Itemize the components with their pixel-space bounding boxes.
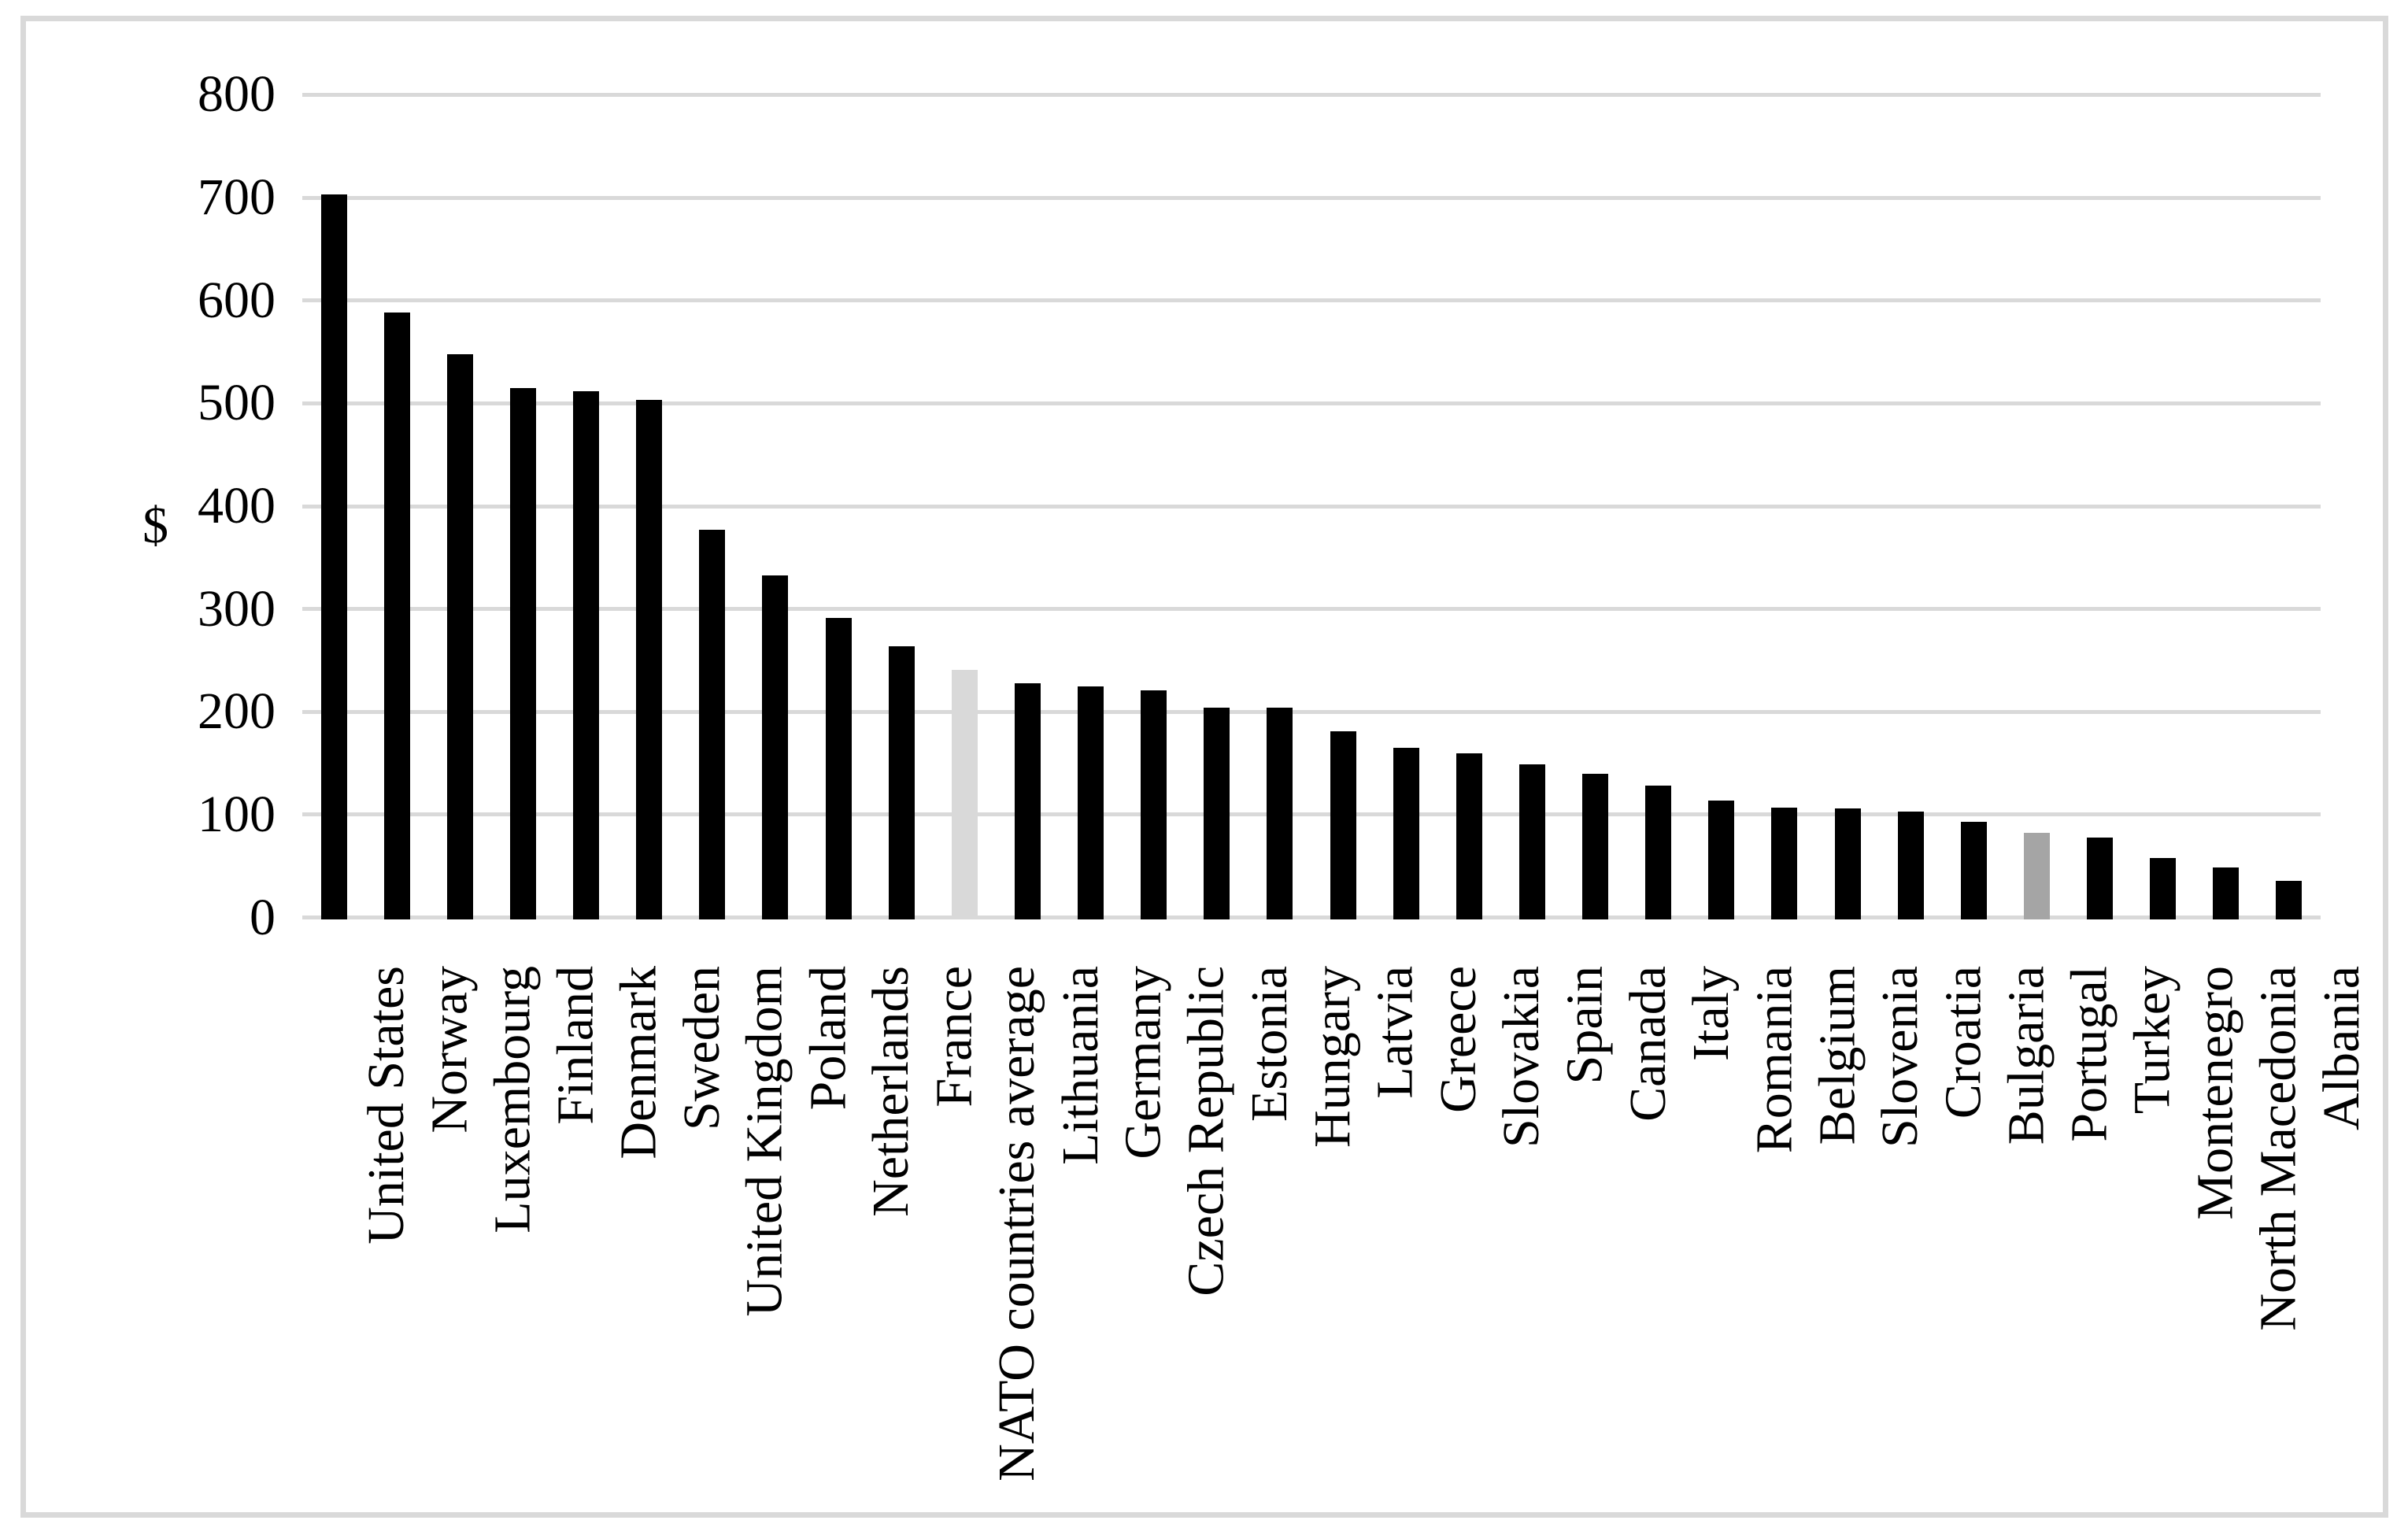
x-label-belgium: Belgium: [1807, 966, 1866, 1145]
bar-portugal: [2023, 833, 2050, 919]
y-tick-label-500: 500: [198, 374, 276, 432]
bar-croatia: [1897, 812, 1924, 919]
x-label-slovakia: Slovakia: [1493, 966, 1551, 1148]
x-label-bulgaria: Bulgaria: [1997, 966, 2055, 1145]
x-label-turkey: Turkey: [2123, 966, 2181, 1115]
x-label-montenegro: Montenegro: [2186, 966, 2244, 1220]
x-label-estonia: Estonia: [1240, 966, 1298, 1122]
x-label-croatia: Croatia: [1934, 966, 1992, 1119]
bar-montenegro: [2150, 857, 2177, 919]
x-label-finland: Finland: [546, 966, 605, 1125]
y-tick-label-700: 700: [198, 168, 276, 227]
bar-netherlands: [825, 618, 852, 919]
gridline-0: [302, 915, 2321, 920]
x-label-slovenia: Slovenia: [1871, 966, 1929, 1148]
bar-luxembourg: [446, 353, 473, 919]
bar-france: [888, 645, 915, 919]
gridline-800: [302, 92, 2321, 97]
bar-germany: [1078, 686, 1104, 919]
bar-spain: [1518, 764, 1545, 919]
bar-united-states: [320, 194, 347, 919]
x-label-portugal: Portugal: [2060, 966, 2118, 1142]
x-label-spain: Spain: [1555, 966, 1614, 1085]
x-label-canada: Canada: [1618, 966, 1677, 1122]
x-label-united-kingdom: United Kingdom: [735, 966, 793, 1317]
x-label-luxembourg: Luxembourg: [483, 966, 542, 1234]
x-label-latvia: Latvia: [1367, 966, 1425, 1099]
bar-estonia: [1204, 708, 1230, 919]
x-label-sweden: Sweden: [672, 966, 731, 1130]
y-tick-label-200: 200: [198, 682, 276, 741]
gridline-500: [302, 401, 2321, 405]
gridline-400: [302, 504, 2321, 509]
x-label-albania: Albania: [2312, 966, 2370, 1130]
bar-slovakia: [1456, 753, 1482, 919]
gridline-700: [302, 195, 2321, 200]
x-label-poland: Poland: [798, 966, 856, 1111]
bar-sweden: [636, 400, 663, 919]
y-tick-label-400: 400: [198, 477, 276, 535]
bar-denmark: [573, 390, 600, 919]
chart-frame: 0 100 200 300 400 500 600 700 800 $ United State…: [20, 16, 2388, 1518]
bar-albania: [2276, 880, 2303, 919]
x-label-czech-republic: Czech Republic: [1177, 966, 1235, 1296]
y-axis-title: $: [142, 497, 168, 554]
x-label-germany: Germany: [1114, 966, 1172, 1160]
bar-slovenia: [1834, 808, 1861, 919]
bar-norway: [383, 313, 410, 919]
x-label-denmark: Denmark: [609, 966, 668, 1160]
bar-latvia: [1330, 731, 1356, 919]
bar-poland: [762, 575, 789, 919]
x-label-north-macedonia: North Macedonia: [2249, 966, 2307, 1331]
bar-hungary: [1267, 708, 1293, 919]
x-label-greece: Greece: [1430, 966, 1488, 1113]
y-tick-label-300: 300: [198, 579, 276, 638]
bar-canada: [1582, 773, 1609, 919]
x-label-lithuania: Lithuania: [1051, 966, 1109, 1165]
gridline-200: [302, 709, 2321, 714]
bar-turkey: [2087, 837, 2114, 919]
bar-bulgaria: [1960, 822, 1987, 919]
bar-czech-republic: [1141, 690, 1167, 919]
x-label-romania: Romania: [1744, 966, 1803, 1154]
bar-belgium: [1771, 807, 1798, 919]
x-label-united-states: United States: [357, 966, 416, 1245]
bar-lithuania: [1014, 682, 1041, 919]
y-tick-label-600: 600: [198, 271, 276, 329]
y-tick-label-100: 100: [198, 785, 276, 843]
bar-finland: [509, 387, 536, 919]
x-label-netherlands: Netherlands: [862, 966, 920, 1217]
bar-nato-countries-average: [951, 669, 978, 919]
bar-north-macedonia: [2213, 867, 2240, 919]
gridline-600: [302, 298, 2321, 303]
y-tick-label-800: 800: [198, 65, 276, 124]
y-tick-label-0: 0: [250, 888, 276, 946]
bar-italy: [1645, 786, 1672, 919]
bar-romania: [1708, 800, 1735, 919]
x-label-hungary: Hungary: [1303, 966, 1361, 1148]
bar-united-kingdom: [699, 530, 726, 919]
x-label-norway: Norway: [420, 966, 479, 1134]
bar-greece: [1393, 748, 1419, 919]
x-label-italy: Italy: [1681, 966, 1740, 1061]
x-label-nato-countries-average: NATO countries average: [988, 966, 1046, 1481]
gridline-100: [302, 812, 2321, 817]
x-label-france: France: [925, 966, 983, 1108]
gridline-300: [302, 607, 2321, 612]
